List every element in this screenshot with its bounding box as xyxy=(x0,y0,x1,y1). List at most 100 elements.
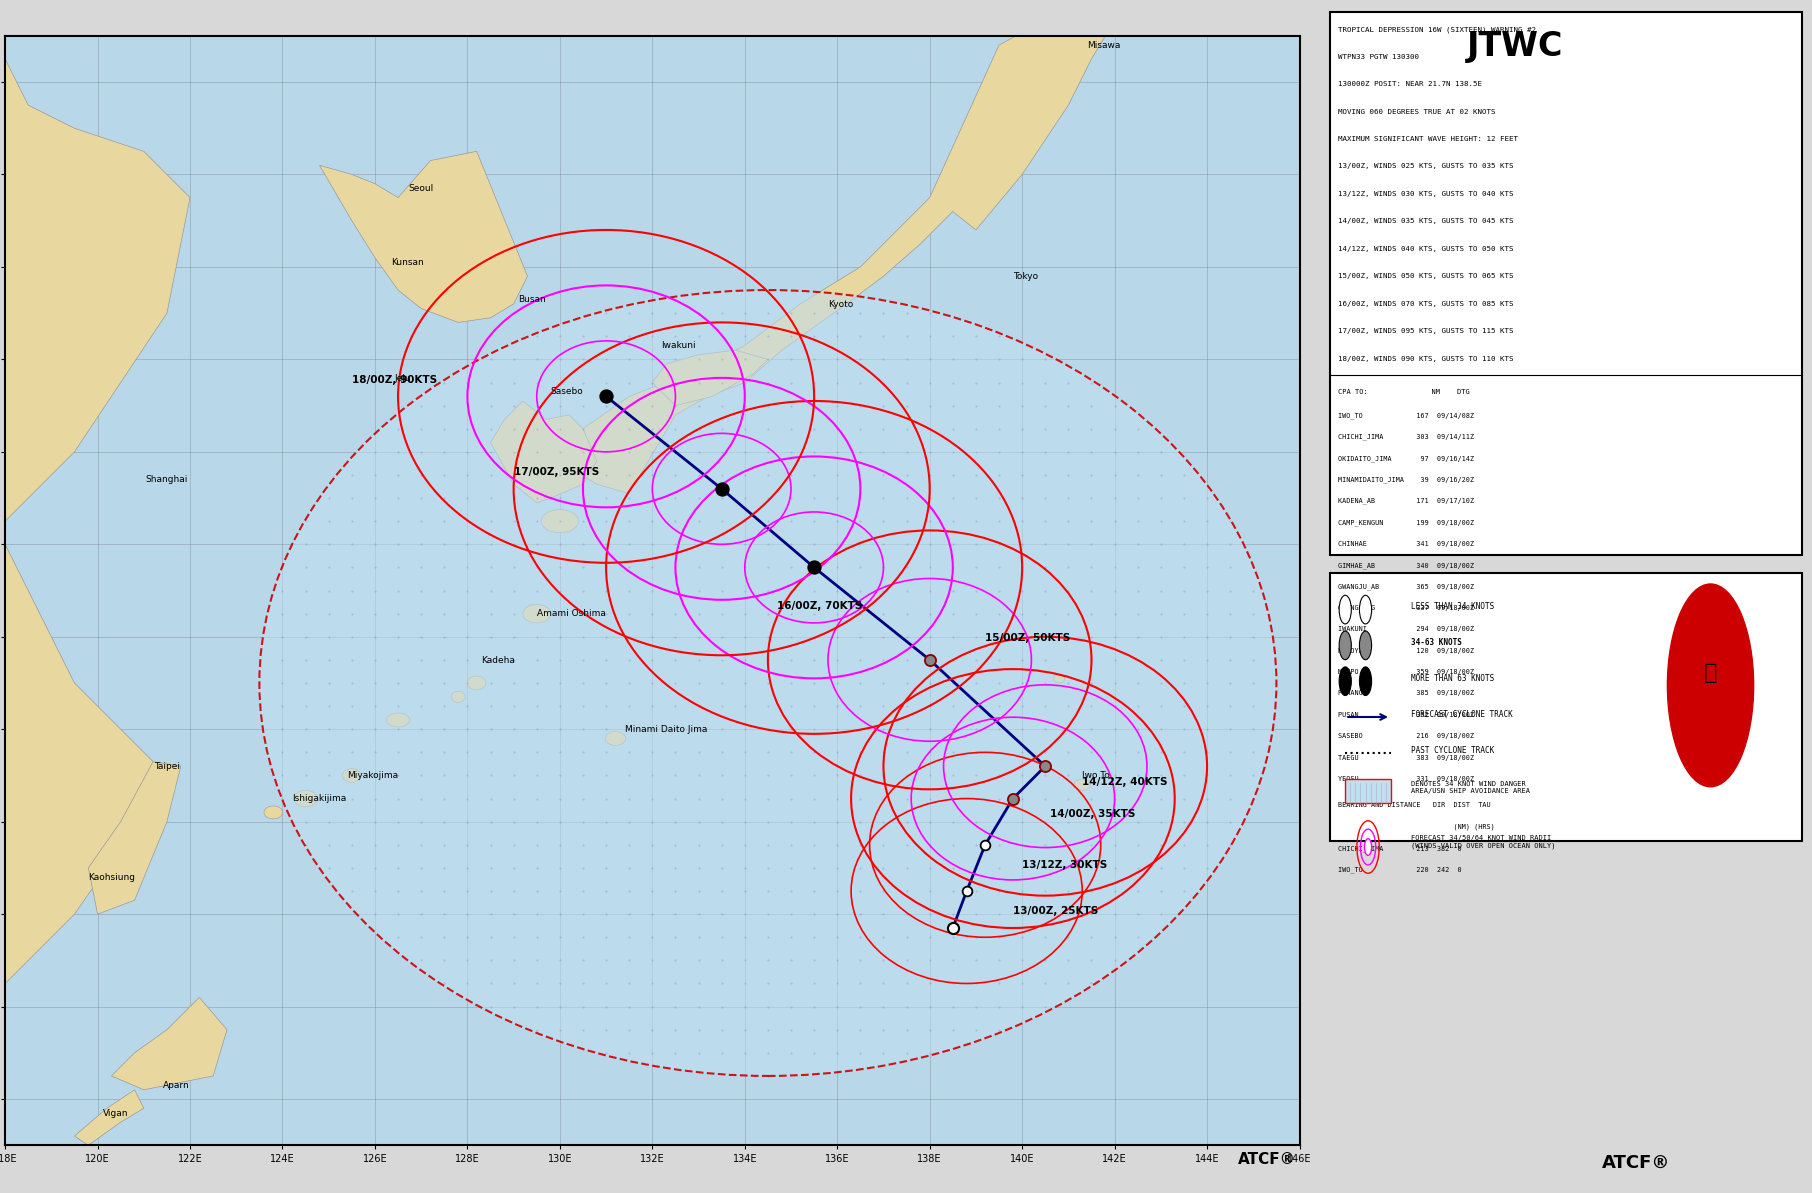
Text: MOKPO              359  09/18/00Z: MOKPO 359 09/18/00Z xyxy=(1337,669,1473,675)
Text: Iwo To: Iwo To xyxy=(1082,771,1111,780)
Text: 15/00Z, 50KTS: 15/00Z, 50KTS xyxy=(986,633,1071,643)
Ellipse shape xyxy=(386,713,410,727)
Polygon shape xyxy=(74,1090,143,1145)
Text: CHINHAE            341  09/18/00Z: CHINHAE 341 09/18/00Z xyxy=(1337,540,1473,546)
Text: ATCF®: ATCF® xyxy=(1602,1154,1671,1172)
Text: PUSAN              332  09/18/00Z: PUSAN 332 09/18/00Z xyxy=(1337,712,1473,718)
Text: Amami Oshima: Amami Oshima xyxy=(536,610,605,618)
Text: ATCF®: ATCF® xyxy=(1238,1151,1296,1167)
Text: Kunsan: Kunsan xyxy=(391,258,424,267)
Text: TAEGU              383  09/18/00Z: TAEGU 383 09/18/00Z xyxy=(1337,755,1473,761)
Text: SASEBO             216  09/18/00Z: SASEBO 216 09/18/00Z xyxy=(1337,734,1473,740)
Text: 17/00Z, WINDS 095 KTS, GUSTS TO 115 KTS: 17/00Z, WINDS 095 KTS, GUSTS TO 115 KTS xyxy=(1337,328,1513,334)
Polygon shape xyxy=(319,152,527,322)
Circle shape xyxy=(1339,667,1352,696)
Text: IWO_TO             167  09/14/08Z: IWO_TO 167 09/14/08Z xyxy=(1337,413,1473,419)
Polygon shape xyxy=(5,544,167,983)
Circle shape xyxy=(1339,631,1352,660)
Polygon shape xyxy=(89,761,181,914)
Text: DENOTES 34 KNOT WIND DANGER
AREA/USN SHIP AVOIDANCE AREA: DENOTES 34 KNOT WIND DANGER AREA/USN SHI… xyxy=(1412,781,1529,795)
Text: CAMP_KENGUN        199  09/18/00Z: CAMP_KENGUN 199 09/18/00Z xyxy=(1337,519,1473,526)
Text: (NM) (HRS): (NM) (HRS) xyxy=(1337,823,1495,830)
FancyBboxPatch shape xyxy=(1345,779,1392,803)
Text: Ishigakijima: Ishigakijima xyxy=(292,795,346,803)
Text: IWO_TO             220  242  0: IWO_TO 220 242 0 xyxy=(1337,866,1460,873)
Ellipse shape xyxy=(451,691,466,703)
Text: 130000Z POSIT: NEAR 21.7N 138.5E: 130000Z POSIT: NEAR 21.7N 138.5E xyxy=(1337,81,1482,87)
Text: Kyoto: Kyoto xyxy=(828,299,853,309)
Text: MINAMIDAITO_JIMA    39  09/16/20Z: MINAMIDAITO_JIMA 39 09/16/20Z xyxy=(1337,476,1473,483)
Text: 17/00Z, 95KTS: 17/00Z, 95KTS xyxy=(513,466,600,477)
Text: Misawa: Misawa xyxy=(1087,41,1120,50)
Ellipse shape xyxy=(524,605,551,623)
Text: FORECAST CYCLONE TRACK: FORECAST CYCLONE TRACK xyxy=(1412,710,1513,719)
Text: OKIDAITO_JIMA       97  09/16/14Z: OKIDAITO_JIMA 97 09/16/14Z xyxy=(1337,455,1473,462)
Text: 16/00Z, 70KTS: 16/00Z, 70KTS xyxy=(777,601,863,611)
FancyBboxPatch shape xyxy=(1330,573,1801,841)
Circle shape xyxy=(1339,595,1352,624)
Text: Kadeha: Kadeha xyxy=(482,655,515,665)
Text: FORECAST 34/50/64 KNOT WIND RADII
(WINDS VALID OVER OPEN OCEAN ONLY): FORECAST 34/50/64 KNOT WIND RADII (WINDS… xyxy=(1412,835,1557,848)
Ellipse shape xyxy=(294,790,317,806)
Polygon shape xyxy=(491,401,596,502)
Polygon shape xyxy=(652,351,768,406)
Text: Taipei: Taipei xyxy=(154,762,179,771)
Ellipse shape xyxy=(1053,674,1065,682)
Text: KONOYA             120  09/18/00Z: KONOYA 120 09/18/00Z xyxy=(1337,648,1473,654)
Text: CHICHI_JIMA        303  09/14/11Z: CHICHI_JIMA 303 09/14/11Z xyxy=(1337,433,1473,440)
Circle shape xyxy=(1359,595,1372,624)
Text: Sasebo: Sasebo xyxy=(551,388,583,396)
Ellipse shape xyxy=(542,509,578,533)
Text: Seoul: Seoul xyxy=(408,184,433,193)
Circle shape xyxy=(1667,585,1754,787)
Text: 13/00Z, 25KTS: 13/00Z, 25KTS xyxy=(1013,907,1098,916)
Text: JTWC: JTWC xyxy=(1468,30,1564,63)
Text: YEOSU              331  09/18/00Z: YEOSU 331 09/18/00Z xyxy=(1337,777,1473,783)
FancyBboxPatch shape xyxy=(1330,12,1801,555)
Polygon shape xyxy=(5,58,190,521)
Text: POHANG             385  09/18/00Z: POHANG 385 09/18/00Z xyxy=(1337,691,1473,697)
Text: 18/00Z, 90KTS: 18/00Z, 90KTS xyxy=(352,375,437,384)
Text: Tokyo: Tokyo xyxy=(1013,272,1038,280)
Polygon shape xyxy=(112,997,226,1090)
Text: Aparn: Aparn xyxy=(163,1081,190,1090)
Text: GIMHAE_AB          340  09/18/00Z: GIMHAE_AB 340 09/18/00Z xyxy=(1337,562,1473,569)
Text: LESS THAN 34 KNOTS: LESS THAN 34 KNOTS xyxy=(1412,602,1495,612)
Text: MAXIMUM SIGNIFICANT WAVE HEIGHT: 12 FEET: MAXIMUM SIGNIFICANT WAVE HEIGHT: 12 FEET xyxy=(1337,136,1518,142)
Ellipse shape xyxy=(265,806,283,818)
Text: 14/12Z, WINDS 040 KTS, GUSTS TO 050 KTS: 14/12Z, WINDS 040 KTS, GUSTS TO 050 KTS xyxy=(1337,246,1513,252)
Text: GWANGJU_AB         365  09/18/00Z: GWANGJU_AB 365 09/18/00Z xyxy=(1337,583,1473,591)
Text: Vigan: Vigan xyxy=(103,1108,129,1118)
Ellipse shape xyxy=(467,676,486,690)
Ellipse shape xyxy=(1075,779,1091,790)
Text: Busan: Busan xyxy=(518,295,545,304)
Text: CHICHI_JIMA        213  382  0: CHICHI_JIMA 213 382 0 xyxy=(1337,845,1460,852)
Text: 14/00Z, 35KTS: 14/00Z, 35KTS xyxy=(1049,809,1136,820)
Ellipse shape xyxy=(342,768,361,783)
Text: 14/00Z, WINDS 035 KTS, GUSTS TO 045 KTS: 14/00Z, WINDS 035 KTS, GUSTS TO 045 KTS xyxy=(1337,218,1513,224)
Text: 13/12Z, 30KTS: 13/12Z, 30KTS xyxy=(1022,860,1107,870)
Text: CPA TO:               NM    DTG: CPA TO: NM DTG xyxy=(1337,389,1470,395)
Text: PAST CYCLONE TRACK: PAST CYCLONE TRACK xyxy=(1412,746,1495,755)
Ellipse shape xyxy=(259,290,1276,1076)
Text: BEARING AND DISTANCE   DIR  DIST  TAU: BEARING AND DISTANCE DIR DIST TAU xyxy=(1337,802,1489,808)
Text: Shanghai: Shanghai xyxy=(145,475,188,484)
Text: WTPN33 PGTW 130300: WTPN33 PGTW 130300 xyxy=(1337,54,1419,60)
Text: 🌀: 🌀 xyxy=(1703,663,1718,684)
Text: 13/00Z, WINDS 025 KTS, GUSTS TO 035 KTS: 13/00Z, WINDS 025 KTS, GUSTS TO 035 KTS xyxy=(1337,163,1513,169)
Text: TROPICAL DEPRESSION 16W (SIXTEEN) WARNING #2: TROPICAL DEPRESSION 16W (SIXTEEN) WARNIN… xyxy=(1337,26,1535,32)
Text: 18/00Z, WINDS 090 KTS, GUSTS TO 110 KTS: 18/00Z, WINDS 090 KTS, GUSTS TO 110 KTS xyxy=(1337,356,1513,361)
Text: 16/00Z, WINDS 070 KTS, GUSTS TO 085 KTS: 16/00Z, WINDS 070 KTS, GUSTS TO 085 KTS xyxy=(1337,301,1513,307)
Text: IWAKUNI            294  09/18/00Z: IWAKUNI 294 09/18/00Z xyxy=(1337,626,1473,632)
Text: Kaohsiung: Kaohsiung xyxy=(89,873,134,882)
Text: MORE THAN 63 KNOTS: MORE THAN 63 KNOTS xyxy=(1412,674,1495,684)
Text: Minami Daito Jima: Minami Daito Jima xyxy=(625,725,707,734)
Circle shape xyxy=(1359,631,1372,660)
Text: 13/12Z, WINDS 030 KTS, GUSTS TO 040 KTS: 13/12Z, WINDS 030 KTS, GUSTS TO 040 KTS xyxy=(1337,191,1513,197)
Text: Iwakuni: Iwakuni xyxy=(661,341,696,351)
Text: 14/12Z, 40KTS: 14/12Z, 40KTS xyxy=(1082,777,1167,786)
Polygon shape xyxy=(560,13,1105,494)
Circle shape xyxy=(1359,667,1372,696)
Text: Jeju: Jeju xyxy=(395,373,411,383)
Circle shape xyxy=(1364,839,1372,855)
